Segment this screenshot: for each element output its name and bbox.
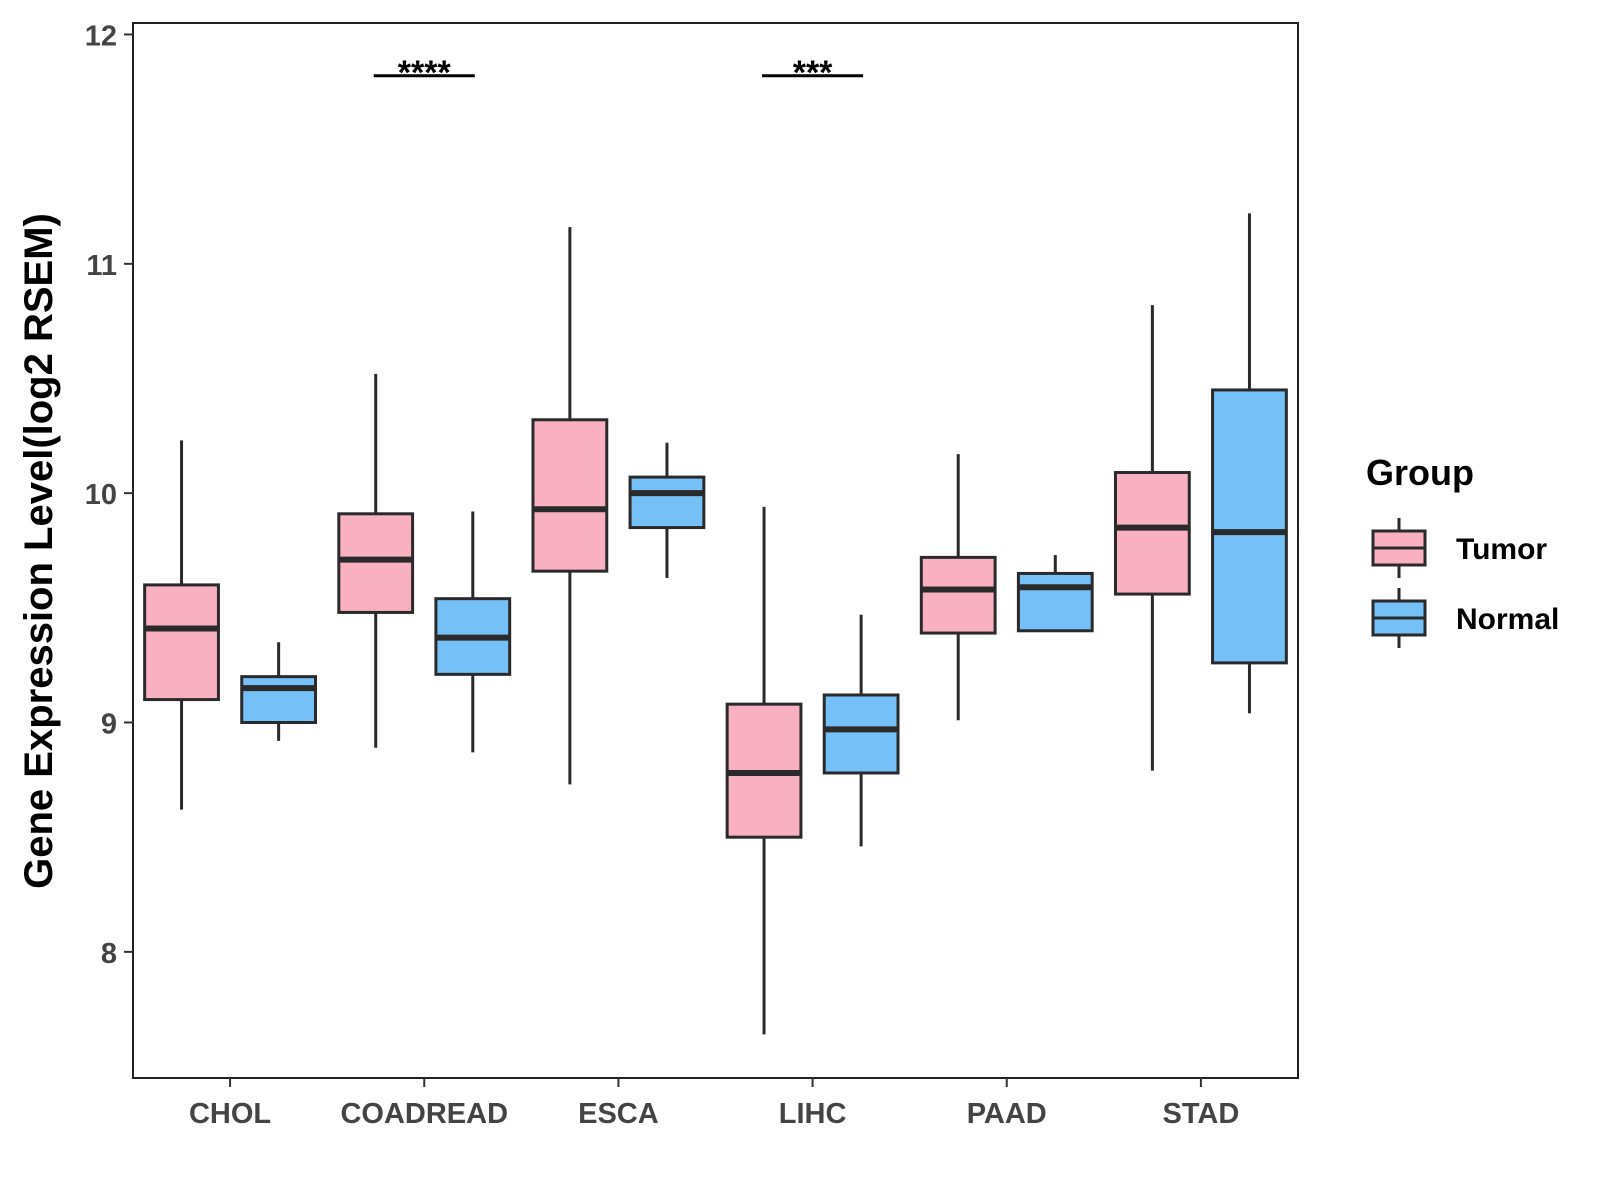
y-tick-label: 12 [85, 20, 117, 52]
plot-panel-border [132, 22, 1299, 1079]
iqr-box [1016, 571, 1094, 633]
x-tick-label: CHOL [189, 1098, 271, 1130]
box-tumor-lihc [725, 506, 803, 1035]
iqr-box [822, 693, 900, 775]
y-tick-label: 11 [86, 250, 117, 282]
iqr-box [628, 475, 706, 530]
iqr-box [531, 418, 609, 573]
x-tick-label: ESCA [578, 1098, 659, 1130]
legend-label-tumor: Tumor [1456, 533, 1547, 566]
significance-label: *** [793, 54, 833, 92]
iqr-box [1211, 388, 1288, 665]
box-normal-paad [1016, 555, 1094, 633]
legend-label-normal: Normal [1456, 603, 1559, 636]
iqr-box [143, 583, 220, 702]
box-normal-coadread [434, 511, 512, 753]
x-tick-label: PAAD [967, 1098, 1047, 1130]
significance-label: **** [398, 54, 452, 92]
significance-annotations: **** *** [373, 54, 864, 92]
box-series [143, 213, 1288, 1035]
iqr-box [1113, 471, 1191, 596]
y-tick-label: 10 [85, 479, 117, 511]
box-normal-esca [628, 442, 706, 579]
box-normal-stad [1211, 213, 1288, 714]
x-tick-label: STAD [1163, 1098, 1240, 1130]
series-normal [240, 213, 1288, 847]
box-tumor-esca [531, 227, 609, 785]
box-tumor-stad [1113, 305, 1191, 771]
legend-key-tumor [1371, 518, 1427, 578]
y-axis: 8 9 10 11 12 [85, 20, 133, 970]
iqr-box [919, 555, 997, 635]
box-tumor-paad [919, 454, 997, 721]
y-tick-label: 8 [101, 938, 117, 970]
x-tick-label: COADREAD [340, 1098, 508, 1130]
x-axis: CHOL COADREAD ESCA LIHC PAAD STAD [189, 1078, 1239, 1130]
x-tick-label: LIHC [779, 1098, 847, 1130]
iqr-box [240, 675, 318, 725]
y-tick-label: 9 [101, 709, 117, 741]
iqr-box [337, 512, 415, 614]
legend: Group Tumor Normal [1366, 452, 1559, 648]
legend-title: Group [1366, 452, 1474, 493]
box-tumor-coadread [337, 373, 415, 748]
legend-key-normal [1371, 588, 1427, 648]
box-normal-chol [240, 642, 318, 741]
box-tumor-chol [143, 440, 220, 810]
series-tumor [143, 227, 1191, 1035]
box-normal-lihc [822, 614, 900, 847]
y-axis-title: Gene Expression Level(log2 RSEM) [17, 213, 61, 889]
